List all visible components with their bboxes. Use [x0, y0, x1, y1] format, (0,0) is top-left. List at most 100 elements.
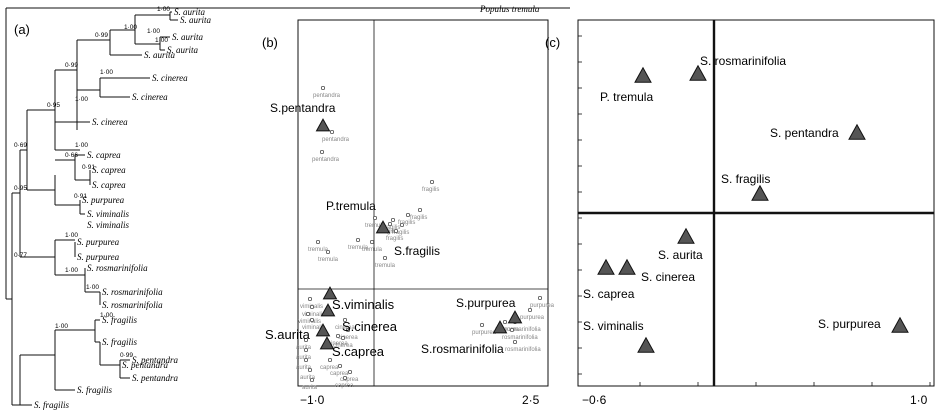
sample-point [307, 367, 313, 373]
sample-label: purpurea [472, 330, 497, 336]
sample-point [527, 307, 533, 313]
group-label: S.fragilis [394, 244, 440, 258]
panel-c: (c) −0·6 1·0 S. rosmarinifolia P. tremula… [545, 19, 935, 407]
group-label: S.viminalis [332, 297, 395, 312]
tree-leaf-label: S. pentandra [122, 360, 168, 370]
sample-point [337, 363, 343, 369]
group-label: S.purpurea [456, 296, 516, 310]
support-value: 1·00 [65, 232, 78, 239]
sample-point [342, 317, 348, 323]
support-value: 1·00 [86, 284, 99, 291]
sample-label: fragilis [383, 225, 400, 231]
sample-label: aurita [296, 345, 312, 351]
group-centroid-marker [315, 118, 331, 132]
group-label: S.caprea [332, 344, 385, 359]
sample-point [305, 311, 311, 317]
sample-point [390, 217, 396, 223]
sample-label: cinerea [335, 325, 355, 331]
sample-point [512, 339, 518, 345]
sample-point [335, 333, 341, 339]
sample-label: tremula [348, 245, 369, 251]
sample-label: fragilis [386, 236, 403, 242]
species-marker [891, 316, 909, 333]
tree-leaf-label: S. viminalis [87, 209, 129, 219]
group-label: S.pentandra [270, 101, 336, 115]
support-value: 0·99 [120, 352, 133, 359]
tree-leaf-label: S. purpurea [77, 252, 120, 262]
sample-point [320, 85, 326, 91]
sample-label: viminalis [302, 312, 325, 318]
panel-b-frame [297, 19, 549, 387]
sample-label: rosmarinifolia [505, 347, 541, 353]
sample-point [417, 207, 423, 213]
support-value: 0·77 [14, 252, 27, 259]
tree-leaf-label: S. cinerea [92, 117, 128, 127]
tree-leaf-label: S. caprea [92, 180, 126, 190]
sample-point [303, 347, 309, 353]
sample-label: caprea [330, 371, 349, 377]
sample-point [309, 377, 315, 383]
sample-point [329, 129, 335, 135]
sample-label: fragilis [410, 215, 427, 221]
sample-point [429, 179, 435, 185]
support-value: 0·99 [65, 62, 78, 69]
support-value: 0·91 [82, 164, 95, 171]
sample-point [387, 221, 393, 227]
sample-label: fragilis [398, 220, 415, 226]
tree-leaf-label: S. rosmarinifolia [87, 263, 148, 273]
species-label: S. viminalis [583, 319, 644, 333]
sample-label: tremula [375, 263, 396, 269]
tree-leaf-label: S. pentandra [132, 373, 178, 383]
tree-leaf-label: S. purpurea [82, 195, 125, 205]
sample-point [382, 255, 388, 261]
sample-point [369, 239, 375, 245]
sample-point [303, 337, 309, 343]
sample-label: pentandra [312, 157, 340, 163]
species-label: P. tremula [600, 90, 653, 104]
panel-b-x-tick: 2·5 [522, 393, 540, 407]
support-value: 0·66 [65, 152, 78, 159]
tree-leaf-label: S. fragilis [34, 400, 70, 410]
sample-label: caprea [335, 383, 354, 389]
tree-leaf-label: S. rosmarinifolia [102, 287, 163, 297]
sample-label: caprea [320, 365, 339, 371]
support-value: 0·91 [74, 193, 87, 200]
sample-label: purpurea [520, 315, 545, 321]
sample-point [307, 296, 313, 302]
group-centroid-marker [492, 320, 508, 334]
sample-point [399, 222, 405, 228]
group-centroid-marker [315, 323, 331, 337]
sample-label: pentandra [313, 93, 341, 99]
sample-label: cinerea [338, 335, 358, 341]
group-centroid-marker [507, 310, 523, 324]
support-value: 0·99 [95, 32, 108, 39]
sample-point [342, 375, 348, 381]
sample-point [509, 327, 515, 333]
sample-point [345, 327, 351, 333]
species-marker [637, 336, 655, 353]
group-centroid-marker [322, 286, 338, 300]
sample-point [393, 228, 399, 234]
tree-leaf-label: S. aurita [172, 32, 204, 42]
group-label: P.tremula [326, 199, 376, 213]
tree-leaf-label: S. fragilis [77, 385, 113, 395]
species-label: S. purpurea [818, 317, 881, 331]
sample-point [405, 212, 411, 218]
sample-point [303, 357, 309, 363]
support-value: 1·00 [75, 142, 88, 149]
support-value: 1·00 [155, 37, 168, 44]
tree-leaf-label: S. purpurea [77, 237, 120, 247]
support-value: 1·00 [124, 24, 137, 31]
panel-c-x-tick: −0·6 [582, 393, 607, 407]
tree-leaf-label: S. cinerea [152, 73, 188, 83]
sample-point [340, 335, 346, 341]
sample-label: aurita [300, 375, 316, 381]
support-value: 1·00 [55, 323, 68, 330]
group-label: S.cinerea [342, 319, 398, 334]
species-marker [634, 66, 652, 83]
sample-point [502, 319, 508, 325]
panel-label-a: (a) [14, 22, 30, 37]
sample-point [309, 317, 315, 323]
sample-label: rosmarinifolia [505, 327, 541, 333]
tree-leaf-label: S. caprea [92, 165, 126, 175]
